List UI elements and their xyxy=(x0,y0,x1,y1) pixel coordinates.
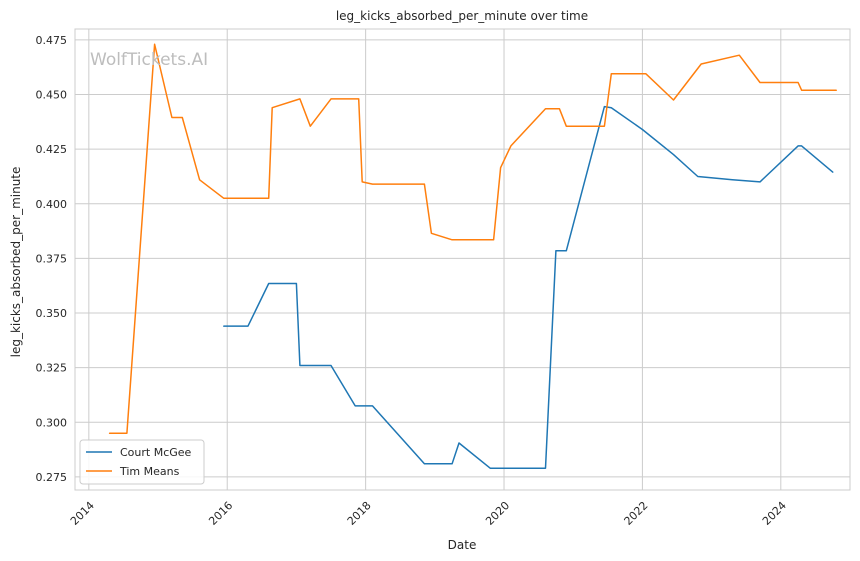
y-tick-label: 0.300 xyxy=(36,416,68,429)
y-tick-label: 0.450 xyxy=(36,89,68,102)
legend-box xyxy=(79,439,205,485)
series-layer xyxy=(108,43,837,469)
series-line-court-mcgee xyxy=(223,105,834,469)
legend: Court McGee Tim Means xyxy=(79,439,205,485)
plot-frame xyxy=(74,28,851,491)
y-tick-label: 0.350 xyxy=(36,307,68,320)
watermark: WolfTickets.AI xyxy=(90,50,208,70)
y-tick-label: 0.425 xyxy=(36,143,68,156)
y-axis-label: leg_kicks_absorbed_per_minute xyxy=(9,167,23,358)
y-tick-label: 0.325 xyxy=(36,362,68,375)
legend-label-court-mcgee: Court McGee xyxy=(120,446,192,459)
legend-label-tim-means: Tim Means xyxy=(119,465,180,478)
y-tick-label: 0.475 xyxy=(36,34,68,47)
y-tick-label: 0.375 xyxy=(36,252,68,265)
series-line-tim-means xyxy=(108,43,837,434)
chart-title: leg_kicks_absorbed_per_minute over time xyxy=(336,9,588,23)
y-tick-label: 0.275 xyxy=(36,471,68,484)
grid xyxy=(75,29,850,490)
x-axis-label: Date xyxy=(448,538,477,552)
y-tick-label: 0.400 xyxy=(36,198,68,211)
